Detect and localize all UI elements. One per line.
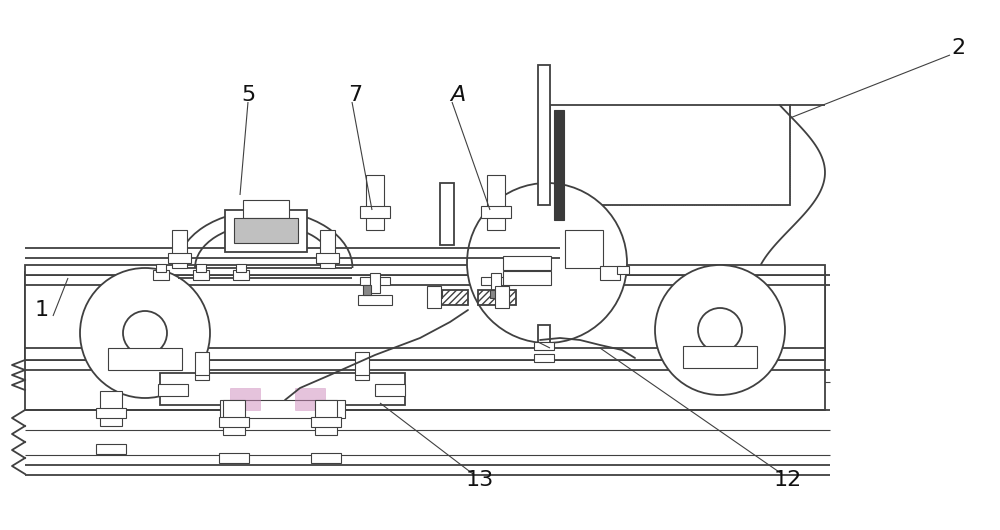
Bar [100,391,122,426]
Circle shape [467,183,627,343]
Bar [193,270,209,280]
Bar [430,290,468,305]
Bar [481,206,511,218]
Bar [25,348,825,360]
Bar [360,277,390,285]
Bar [295,388,325,410]
Bar [220,400,345,418]
Bar [96,408,126,418]
Bar [358,295,392,305]
Bar [375,384,405,396]
Bar [156,264,166,272]
Bar [550,105,790,205]
Text: A: A [450,85,466,105]
Text: 2: 2 [951,38,965,58]
Text: 5: 5 [241,85,255,105]
Bar [223,400,245,435]
Bar [366,175,384,230]
Bar [565,230,603,268]
Bar [478,290,516,305]
Bar [25,272,825,360]
Text: 13: 13 [466,470,494,490]
Bar [363,285,371,295]
Bar [440,183,454,245]
Bar [495,286,509,308]
Bar [225,210,307,252]
Bar [490,290,500,298]
Bar [538,65,550,205]
Bar [315,400,337,435]
Bar [370,273,380,293]
Bar [172,230,187,268]
Text: 12: 12 [774,470,802,490]
Bar [503,256,551,270]
Bar [230,388,260,410]
Bar [427,286,441,308]
Bar [195,352,209,380]
Bar [316,253,339,263]
Text: 1: 1 [35,300,49,320]
Bar [96,444,126,454]
Bar [320,230,335,268]
Bar [233,270,249,280]
Bar [168,253,191,263]
Bar [236,264,246,272]
Bar [554,110,564,220]
Text: 7: 7 [348,85,362,105]
Bar [683,346,757,368]
Bar [108,348,182,370]
Bar [538,325,550,345]
Bar [600,266,620,280]
Bar [487,175,505,230]
Bar [243,200,289,218]
Bar [311,453,341,463]
Bar [491,273,501,293]
Bar [160,373,405,405]
Bar [355,352,369,380]
Bar [534,342,554,350]
Circle shape [655,265,785,395]
Bar [25,350,825,410]
Bar [360,206,390,218]
Bar [503,271,551,285]
Circle shape [698,308,742,352]
Bar [153,270,169,280]
Bar [534,354,554,362]
Bar [25,265,825,275]
Bar [481,277,511,285]
Circle shape [123,311,167,355]
Bar [311,417,341,427]
Bar [432,290,442,298]
Bar [219,417,249,427]
Bar [25,275,825,360]
Circle shape [80,268,210,398]
Bar [158,384,188,396]
Bar [234,218,298,243]
Bar [219,453,249,463]
Bar [617,266,629,274]
Bar [196,264,206,272]
